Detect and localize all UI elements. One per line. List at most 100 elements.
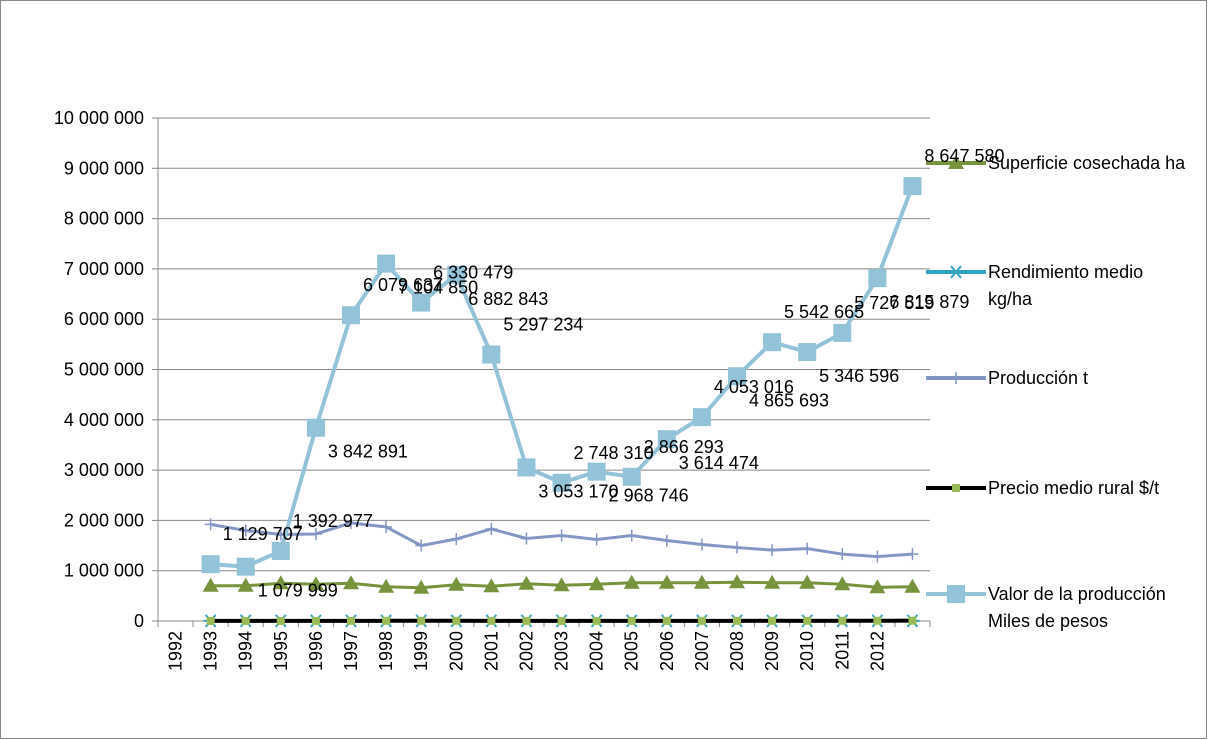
x-tick-label: 1996	[306, 631, 326, 671]
marker	[592, 616, 601, 625]
marker	[345, 516, 357, 529]
data-label: 5 542 665	[784, 302, 864, 322]
marker	[833, 323, 852, 342]
marker	[587, 462, 606, 481]
data-label: 4 053 016	[714, 377, 794, 397]
y-tick-label: 3 000 000	[64, 460, 144, 480]
series-line	[210, 185, 915, 569]
marker	[447, 265, 466, 284]
x-tick-label: 1999	[411, 631, 431, 671]
marker	[306, 418, 325, 437]
marker	[657, 430, 676, 449]
series	[206, 616, 917, 625]
marker	[625, 529, 638, 542]
marker	[237, 577, 254, 592]
marker	[623, 574, 640, 589]
marker	[555, 529, 568, 542]
marker	[276, 616, 285, 625]
marker	[733, 616, 741, 625]
x-tick-label: 1995	[271, 631, 291, 671]
marker	[452, 616, 461, 625]
marker	[904, 578, 921, 593]
marker	[658, 574, 675, 589]
legend-label: Producción t	[988, 368, 1089, 388]
marker	[803, 616, 812, 625]
marker	[871, 550, 884, 563]
marker	[236, 557, 255, 576]
marker	[695, 538, 708, 551]
marker	[947, 585, 965, 603]
x-tick-label: 1993	[201, 631, 221, 671]
marker	[590, 533, 603, 546]
series	[204, 516, 919, 563]
marker	[873, 616, 882, 625]
y-tick-label: 4 000 000	[64, 410, 144, 430]
marker	[520, 532, 533, 545]
marker	[731, 541, 743, 554]
x-tick-label: 2007	[692, 631, 712, 671]
marker	[553, 577, 570, 592]
marker	[906, 548, 919, 561]
marker	[487, 616, 496, 625]
marker	[206, 616, 215, 625]
marker	[764, 574, 781, 589]
x-tick-label: 2001	[481, 631, 501, 671]
x-tick-label: 2010	[797, 631, 817, 671]
marker	[309, 527, 322, 540]
marker	[622, 467, 641, 486]
marker	[204, 518, 217, 531]
x-tick-label: 1997	[341, 631, 361, 671]
marker	[272, 575, 289, 590]
data-label: 3 053 170	[538, 481, 618, 501]
marker	[412, 293, 431, 312]
marker	[271, 541, 290, 560]
marker	[413, 579, 430, 594]
data-label: 2 866 293	[644, 437, 724, 457]
marker	[801, 542, 814, 555]
data-label: 2 968 746	[609, 486, 689, 506]
data-label: 6 330 479	[433, 263, 513, 283]
marker	[766, 544, 779, 557]
data-label: 1 392 977	[293, 511, 373, 531]
marker	[798, 343, 817, 362]
marker	[552, 473, 571, 492]
series	[201, 177, 922, 576]
marker	[342, 306, 360, 325]
data-label: 5 346 596	[819, 366, 899, 386]
x-tick-label: 1992	[166, 631, 186, 671]
marker	[799, 574, 816, 589]
legend-label: Superficie cosechada ha	[988, 153, 1186, 173]
marker	[903, 177, 922, 196]
marker	[834, 576, 851, 591]
marker	[627, 616, 636, 625]
marker	[202, 577, 219, 592]
marker	[660, 534, 673, 547]
x-tick-label: 2004	[587, 631, 607, 671]
marker	[908, 616, 917, 625]
data-label: 3 842 891	[328, 442, 408, 462]
marker	[729, 574, 745, 589]
data-label: 5 297 234	[503, 315, 583, 335]
marker	[868, 269, 887, 288]
marker	[485, 522, 498, 535]
x-tick-label: 1994	[236, 631, 256, 671]
marker	[557, 616, 566, 625]
marker	[311, 616, 320, 625]
data-label: 6 882 843	[468, 289, 548, 309]
marker	[950, 372, 962, 384]
y-tick-label: 8 000 000	[64, 209, 144, 229]
marker	[415, 539, 428, 552]
data-label: 5 727 519	[854, 293, 934, 313]
marker	[482, 345, 501, 364]
marker	[378, 578, 395, 593]
y-tick-label: 1 000 000	[64, 561, 144, 581]
x-tick-label: 1998	[376, 631, 396, 671]
marker	[768, 616, 777, 625]
y-tick-label: 10 000 000	[54, 108, 144, 128]
data-label: 2 748 310	[574, 443, 654, 463]
marker	[201, 555, 220, 574]
x-tick-label: 2012	[867, 631, 887, 671]
